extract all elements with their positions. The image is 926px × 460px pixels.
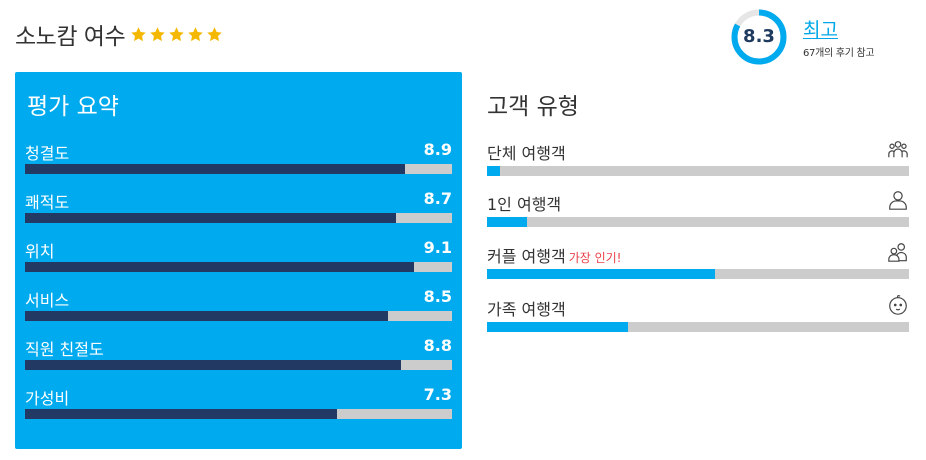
score-ring: 8.3	[731, 9, 787, 65]
customer-type-title: 고객 유형	[487, 94, 579, 120]
rating-row-comfort: 쾌적도 8.7	[25, 189, 452, 229]
rating-row-value: 가성비 7.3	[25, 385, 452, 425]
score-value: 8.3	[743, 26, 775, 47]
rating-bar-fill	[25, 213, 397, 223]
customer-type-label: 1인 여행객	[487, 191, 564, 215]
rating-value: 8.7	[423, 189, 452, 208]
score-label-link[interactable]: 최고	[803, 19, 838, 41]
customer-type-label: 단체 여행객	[487, 140, 569, 164]
couple-icon	[887, 241, 909, 263]
overall-score: 8.3 최고 67개의 후기 참고	[731, 9, 875, 65]
rating-bar-track	[25, 262, 452, 272]
customer-type-bar-fill	[487, 269, 715, 279]
customer-type-family: 가족 여행객	[487, 294, 909, 340]
customer-type-name: 가족 여행객	[487, 300, 566, 319]
star-icon	[168, 26, 187, 45]
customer-type-label: 커플 여행객 가장 인기!	[487, 243, 621, 267]
customer-type-bar-track	[487, 217, 909, 227]
rating-bar-fill	[25, 360, 401, 370]
star-icon	[206, 26, 225, 45]
customer-type-name: 단체 여행객	[487, 144, 566, 163]
customer-type-bar-track	[487, 269, 909, 279]
popular-badge: 가장 인기!	[568, 251, 622, 265]
rating-bar-track	[25, 164, 452, 174]
rating-label: 청결도	[25, 144, 70, 163]
rating-label: 위치	[25, 242, 55, 261]
rating-value: 9.1	[423, 238, 452, 257]
group-icon	[887, 138, 909, 160]
customer-type-bar-fill	[487, 166, 500, 176]
rating-bar-track	[25, 311, 452, 321]
score-text: 최고 67개의 후기 참고	[803, 15, 875, 59]
rating-value: 8.5	[423, 287, 452, 306]
customer-type-bar-track	[487, 166, 909, 176]
rating-value: 7.3	[423, 385, 452, 404]
baby-face-icon	[887, 294, 909, 316]
rating-bar-fill	[25, 409, 337, 419]
customer-type-bar-fill	[487, 322, 629, 332]
customer-type-solo: 1인 여행객	[487, 191, 909, 235]
rating-bar-track	[25, 360, 452, 370]
customer-type-group: 단체 여행객	[487, 140, 909, 184]
rating-bar-fill	[25, 164, 406, 174]
customer-type-couple: 커플 여행객 가장 인기!	[487, 243, 909, 287]
rating-row-staff: 직원 친절도 8.8	[25, 336, 452, 376]
customer-type-name: 1인 여행객	[487, 195, 562, 214]
rating-label: 가성비	[25, 389, 70, 408]
customer-type-bar-fill	[487, 217, 528, 227]
rating-row-location: 위치 9.1	[25, 238, 452, 278]
hotel-title: 소노캄 여수	[15, 17, 225, 51]
star-icon	[187, 26, 206, 45]
rating-bar-track	[25, 409, 452, 419]
rating-row-service: 서비스 8.5	[25, 287, 452, 327]
score-ring-arc	[731, 9, 787, 65]
star-icon	[149, 26, 168, 45]
rating-value: 8.8	[423, 336, 452, 355]
star-icon	[130, 26, 149, 45]
customer-type-label: 가족 여행객	[487, 296, 569, 320]
hotel-name: 소노캄 여수	[15, 24, 126, 50]
rating-label: 직원 친절도	[25, 340, 104, 359]
rating-bar-track	[25, 213, 452, 223]
rating-value: 8.9	[423, 140, 452, 159]
star-rating	[130, 26, 225, 45]
person-icon	[887, 189, 909, 211]
customer-type-name: 커플 여행객	[487, 247, 566, 266]
customer-type-section: 고객 유형 단체 여행객 1인 여행객 커플 여행객 가장 인기!	[487, 72, 909, 342]
rating-summary-title: 평가 요약	[27, 94, 119, 120]
rating-label: 쾌적도	[25, 193, 70, 212]
review-count: 67개의 후기 참고	[803, 48, 875, 59]
rating-summary-panel: 평가 요약 청결도 8.9 쾌적도 8.7 위치 9.1 서비스 8.5 직원 …	[15, 72, 462, 449]
rating-label: 서비스	[25, 291, 70, 310]
customer-type-bar-track	[487, 322, 909, 332]
rating-bar-fill	[25, 262, 414, 272]
rating-row-cleanliness: 청결도 8.9	[25, 140, 452, 180]
rating-bar-fill	[25, 311, 388, 321]
